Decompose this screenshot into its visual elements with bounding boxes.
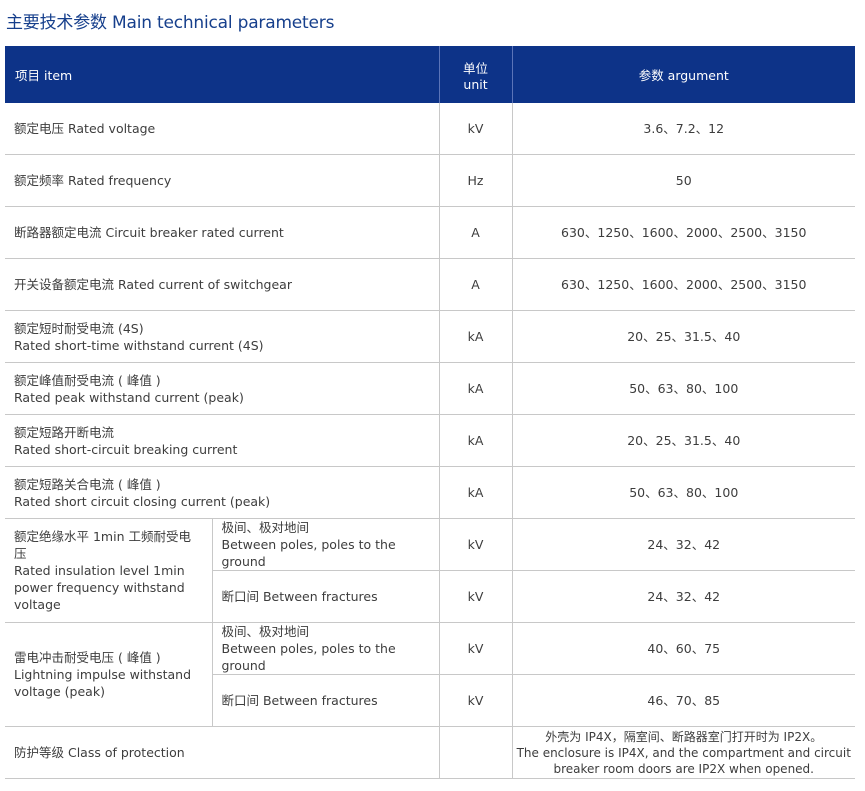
item-cell: 额定短路关合电流 ( 峰值 ) Rated short circuit closi…: [5, 466, 440, 519]
item-cell: 额定短时耐受电流 (4S) Rated short-time withstand …: [5, 310, 440, 363]
table-row: 额定短时耐受电流 (4S) Rated short-time withstand …: [5, 310, 855, 363]
header-unit: 单位 unit: [439, 46, 513, 103]
unit-cell: A: [439, 258, 513, 311]
item-en: Rated short-circuit breaking current: [14, 441, 238, 457]
argument-cell: 24、32、42: [512, 518, 855, 571]
table-row: 开关设备额定电流 Rated current of switchgear A 6…: [5, 258, 855, 311]
argument-cell: 20、25、31.5、40: [512, 310, 855, 363]
unit-cell: kV: [439, 674, 513, 727]
argument-cell: 24、32、42: [512, 570, 855, 623]
sub-item-cell: 断口间 Between fractures: [212, 570, 440, 623]
table-row: 额定短路开断电流 Rated short-circuit breaking cur…: [5, 414, 855, 467]
unit-cell: [439, 726, 513, 779]
unit-cell: Hz: [439, 154, 513, 207]
item-en: Rated peak withstand current (peak): [14, 389, 244, 405]
argument-en: The enclosure is IP4X, and the compartme…: [516, 745, 851, 776]
sub-item-cell: 极间、极对地间 Between poles, poles to the groun…: [212, 622, 440, 675]
item-cell: 断路器额定电流 Circuit breaker rated current: [5, 206, 440, 259]
item-cn: 额定短路开断电流: [14, 424, 115, 440]
table-row: 额定绝缘水平 1min 工频耐受电压 Rated insulation level…: [5, 518, 855, 623]
sub-item-en: Between poles, poles to the ground: [221, 641, 396, 673]
item-cell: 雷电冲击耐受电压 ( 峰值 ) Lightning impulse withsta…: [5, 622, 213, 727]
table-row: 额定峰值耐受电流 ( 峰值 ) Rated peak withstand curr…: [5, 362, 855, 415]
table-row: 额定电压 Rated voltage kV 3.6、7.2、12: [5, 103, 855, 155]
unit-cell: A: [439, 206, 513, 259]
table-row: 断口间 Between fractures kV 24、32、42: [5, 570, 855, 623]
table-row: 额定短路关合电流 ( 峰值 ) Rated short circuit closi…: [5, 466, 855, 519]
sub-item-en: Between poles, poles to the ground: [221, 537, 396, 569]
item-en: Lightning impulse withstand voltage (pea…: [14, 667, 192, 699]
item-cell: 额定频率 Rated frequency: [5, 154, 440, 207]
argument-cell: 46、70、85: [512, 674, 855, 727]
unit-cell: kV: [439, 103, 513, 155]
sub-item-cn: 极间、极对地间: [221, 520, 310, 535]
item-cn: 额定短时耐受电流 (4S): [14, 320, 144, 336]
argument-cell: 630、1250、1600、2000、2500、3150: [512, 206, 855, 259]
item-cell: 防护等级 Class of protection: [5, 726, 440, 779]
table-header: 项目 item 单位 unit 参数 argument: [5, 46, 855, 103]
argument-cell: 50: [512, 154, 855, 207]
unit-cell: kV: [439, 570, 513, 623]
unit-cell: kV: [439, 622, 513, 675]
item-en: Rated insulation level 1min power freque…: [14, 563, 185, 612]
unit-cell: kV: [439, 518, 513, 571]
table-row: 断口间 Between fractures kV 46、70、85: [5, 674, 855, 727]
item-cell: 额定峰值耐受电流 ( 峰值 ) Rated peak withstand curr…: [5, 362, 440, 415]
technical-parameters-table: 项目 item 单位 unit 参数 argument 额定电压 Rated v…: [5, 46, 855, 779]
item-cn: 雷电冲击耐受电压 ( 峰值 ): [14, 650, 161, 665]
item-cell: 额定电压 Rated voltage: [5, 103, 440, 155]
item-cn: 额定峰值耐受电流 ( 峰值 ): [14, 372, 161, 388]
unit-cell: kA: [439, 414, 513, 467]
argument-cell: 外壳为 IP4X，隔室间、断路器室门打开时为 IP2X。 The enclosur…: [512, 726, 855, 779]
sub-item-cell: 断口间 Between fractures: [212, 674, 440, 727]
argument-cell: 50、63、80、100: [512, 466, 855, 519]
unit-cell: kA: [439, 362, 513, 415]
item-cn: 额定短路关合电流 ( 峰值 ): [14, 476, 161, 492]
argument-cell: 630、1250、1600、2000、2500、3150: [512, 258, 855, 311]
argument-cell: 20、25、31.5、40: [512, 414, 855, 467]
header-item: 项目 item: [5, 46, 440, 103]
unit-cell: kA: [439, 466, 513, 519]
table-row: 防护等级 Class of protection 外壳为 IP4X，隔室间、断路…: [5, 726, 855, 779]
table-row: 额定频率 Rated frequency Hz 50: [5, 154, 855, 207]
item-en: Rated short-time withstand current (4S): [14, 337, 264, 353]
item-cell: 额定绝缘水平 1min 工频耐受电压 Rated insulation level…: [5, 518, 213, 623]
argument-cell: 40、60、75: [512, 622, 855, 675]
unit-cell: kA: [439, 310, 513, 363]
page-title: 主要技术参数 Main technical parameters: [6, 13, 335, 33]
header-argument: 参数 argument: [512, 46, 855, 103]
table-row: 断路器额定电流 Circuit breaker rated current A …: [5, 206, 855, 259]
argument-cn: 外壳为 IP4X，隔室间、断路器室门打开时为 IP2X。: [545, 729, 823, 744]
item-en: Rated short circuit closing current (pea…: [14, 493, 271, 509]
argument-cell: 3.6、7.2、12: [512, 103, 855, 155]
argument-cell: 50、63、80、100: [512, 362, 855, 415]
item-cell: 额定短路开断电流 Rated short-circuit breaking cur…: [5, 414, 440, 467]
sub-item-cell: 极间、极对地间 Between poles, poles to the groun…: [212, 518, 440, 571]
table-row: 雷电冲击耐受电压 ( 峰值 ) Lightning impulse withsta…: [5, 622, 855, 727]
item-cell: 开关设备额定电流 Rated current of switchgear: [5, 258, 440, 311]
sub-item-cn: 极间、极对地间: [221, 624, 310, 639]
item-cn: 额定绝缘水平 1min 工频耐受电压: [14, 529, 191, 561]
